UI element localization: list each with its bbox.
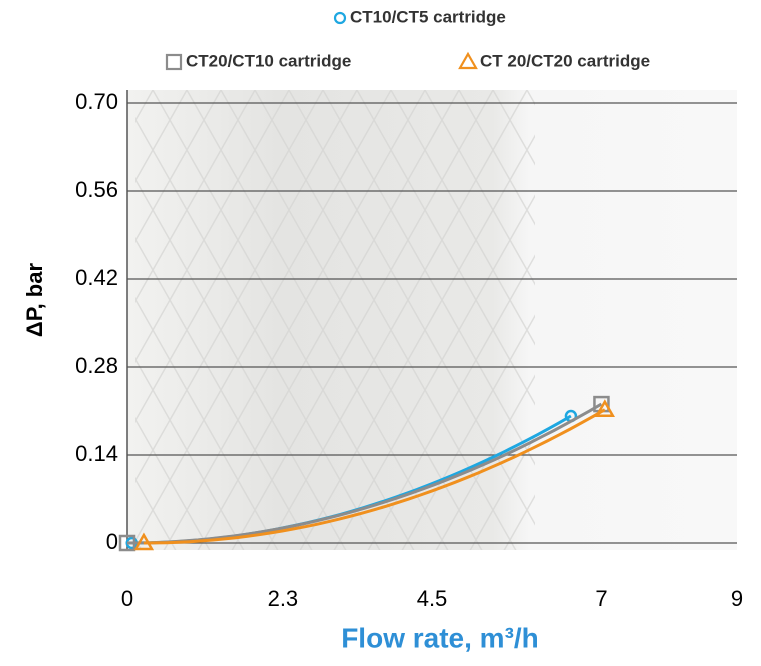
x-axis-title: Flow rate, m³/h (341, 622, 539, 653)
marker (118, 534, 136, 552)
fit-curve (143, 408, 606, 545)
background-texture (135, 90, 535, 550)
x-tick-label: 0 (121, 586, 133, 611)
legend-marker (458, 51, 478, 70)
legend-marker (165, 53, 183, 71)
x-tick-label: 7 (595, 586, 607, 611)
x-tick-label: 9 (731, 586, 743, 611)
legend-label: CT10/CT5 cartridge (350, 7, 506, 26)
legend-label: CT20/CT10 cartridge (186, 51, 351, 70)
y-tick-label: 0 (106, 529, 118, 554)
y-tick-label: 0.70 (75, 89, 118, 114)
legend-marker (333, 11, 347, 25)
y-tick-label: 0.14 (75, 441, 118, 466)
marker (133, 532, 155, 551)
marker (594, 399, 615, 417)
x-tick-label: 4.5 (417, 586, 448, 611)
legend-label: CT 20/CT20 cartridge (480, 51, 650, 70)
y-tick-label: 0.42 (75, 265, 118, 290)
y-tick-label: 0.28 (75, 353, 118, 378)
y-axis-title: ΔP, bar (22, 263, 47, 338)
x-tick-label: 2.3 (268, 586, 299, 611)
y-tick-label: 0.56 (75, 177, 118, 202)
